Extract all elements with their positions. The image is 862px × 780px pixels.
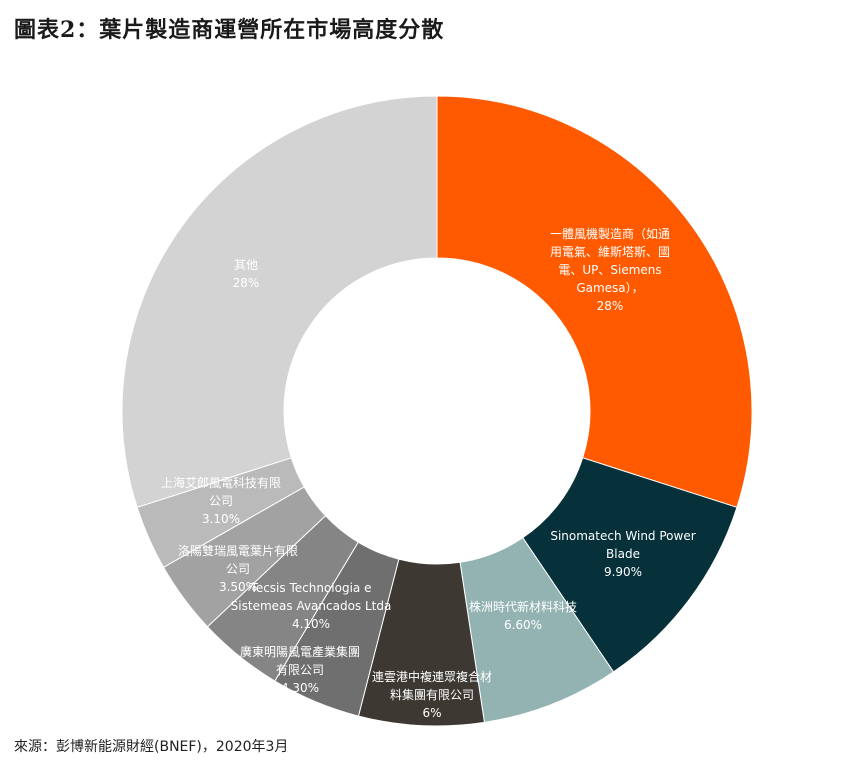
slice-label-4-line-1: 連雲港中複連眾複合材	[372, 669, 492, 684]
slice-label-6-line-2: Sistemeas Avancados Ltda	[231, 599, 392, 613]
slice-label-4-line-2: 料集團有限公司	[390, 687, 474, 702]
source-note: 來源：彭博新能源財經(BNEF)，2020年3月	[14, 739, 289, 755]
donut-slices	[121, 95, 753, 727]
slice-value-9: 28%	[233, 276, 260, 290]
slice-label-6-line-1: Tecsis Technologia e	[250, 581, 372, 595]
slice-label-8-line-1: 上海艾郎風電科技有限	[161, 475, 281, 490]
slice-value-5: 4.30%	[281, 681, 319, 695]
slice-label-1-line-2: 用電氣、維斯塔斯、國	[550, 245, 670, 259]
slice-value-6: 4.10%	[292, 617, 330, 631]
donut-slice-1	[436, 95, 753, 508]
slice-value-1: 28%	[597, 299, 624, 313]
slice-value-4: 6%	[422, 706, 441, 720]
slice-value-8: 3.10%	[202, 512, 240, 526]
slice-label-1-line-3: 電、UP、Siemens	[558, 263, 661, 277]
slice-label-1-line-4: Gamesa），	[576, 281, 643, 295]
slice-label-2-line-1: Sinomatech Wind Power	[550, 529, 695, 543]
slice-label-8-line-2: 公司	[209, 494, 233, 508]
slice-label-5-line-1: 廣東明陽風電產業集團	[240, 644, 360, 659]
slice-label-1-line-1: 一體風機製造商（如通	[550, 226, 670, 241]
slice-label-9-line-1: 其他	[234, 258, 258, 272]
slice-label-2-line-2: Blade	[606, 547, 640, 561]
slice-value-7: 3.50%	[219, 580, 257, 594]
donut-slice-2	[522, 457, 738, 673]
slice-value-2: 9.90%	[604, 565, 642, 579]
slice-label-7-line-2: 公司	[226, 562, 250, 576]
slice-value-3: 6.60%	[504, 618, 542, 632]
slice-label-5-line-2: 有限公司	[276, 663, 324, 677]
slice-label-3-line-1: 株洲時代新材料科技	[469, 599, 577, 614]
slice-label-7-line-1: 洛陽雙瑞風電葉片有限	[178, 543, 298, 558]
donut-slice-9	[121, 95, 438, 508]
chart-title: 圖表2：葉片製造商運營所在市場高度分散	[14, 17, 445, 43]
